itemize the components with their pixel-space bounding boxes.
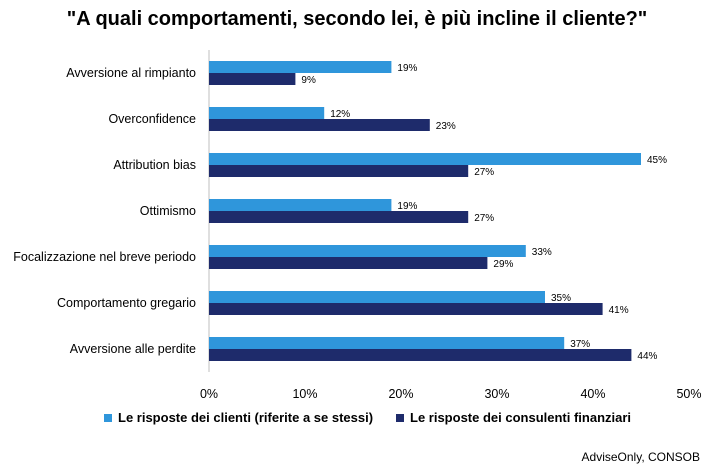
data-label: 29% bbox=[493, 259, 513, 270]
x-tick-label: 20% bbox=[388, 387, 413, 401]
data-label: 23% bbox=[436, 121, 456, 132]
data-label: 9% bbox=[301, 75, 316, 86]
x-tick-label: 50% bbox=[676, 387, 701, 401]
category-label: Avversione alle perdite bbox=[70, 342, 196, 356]
bar-clients bbox=[209, 337, 565, 349]
legend-item-advisors: Le risposte dei consulenti finanziari bbox=[396, 410, 631, 425]
category-label: Attribution bias bbox=[113, 158, 196, 172]
data-label: 12% bbox=[330, 109, 350, 120]
category-label: Ottimismo bbox=[140, 204, 196, 218]
legend-label-clients: Le risposte dei clienti (riferite a se s… bbox=[118, 410, 374, 425]
bar-clients bbox=[209, 199, 392, 211]
bar-advisors bbox=[209, 165, 469, 177]
bar-clients bbox=[209, 153, 641, 165]
data-label: 45% bbox=[647, 155, 667, 166]
category-label: Avversione al rimpianto bbox=[66, 66, 196, 80]
data-label: 44% bbox=[637, 351, 657, 362]
data-label: 41% bbox=[609, 305, 629, 316]
bar-clients bbox=[209, 245, 526, 257]
data-label: 27% bbox=[474, 167, 494, 178]
bar-advisors bbox=[209, 73, 296, 85]
bar-advisors bbox=[209, 211, 469, 223]
data-label: 35% bbox=[551, 293, 571, 304]
source-note: AdviseOnly, CONSOB bbox=[581, 450, 700, 464]
bar-advisors bbox=[209, 119, 430, 131]
x-tick-label: 10% bbox=[292, 387, 317, 401]
legend-swatch-advisors bbox=[396, 413, 404, 422]
category-label: Comportamento gregario bbox=[57, 296, 196, 310]
data-label: 33% bbox=[532, 247, 552, 258]
legend-label-advisors: Le risposte dei consulenti finanziari bbox=[410, 410, 632, 425]
legend-swatch-clients bbox=[104, 413, 112, 422]
chart-title: "A quali comportamenti, secondo lei, è p… bbox=[66, 8, 648, 30]
data-label: 37% bbox=[570, 339, 590, 350]
legend-item-clients: Le risposte dei clienti (riferite a se s… bbox=[104, 410, 373, 425]
bar-advisors bbox=[209, 257, 488, 269]
bar-advisors bbox=[209, 349, 632, 361]
category-label: Focalizzazione nel breve periodo bbox=[13, 250, 196, 264]
bar-clients bbox=[209, 61, 392, 73]
x-tick-label: 0% bbox=[200, 387, 218, 401]
category-label: Overconfidence bbox=[108, 112, 196, 126]
bar-clients bbox=[209, 107, 325, 119]
bar-clients bbox=[209, 291, 545, 303]
data-label: 19% bbox=[397, 201, 417, 212]
data-label: 19% bbox=[397, 63, 417, 74]
x-tick-label: 30% bbox=[484, 387, 509, 401]
data-label: 27% bbox=[474, 213, 494, 224]
bar-advisors bbox=[209, 303, 603, 315]
x-tick-label: 40% bbox=[580, 387, 605, 401]
